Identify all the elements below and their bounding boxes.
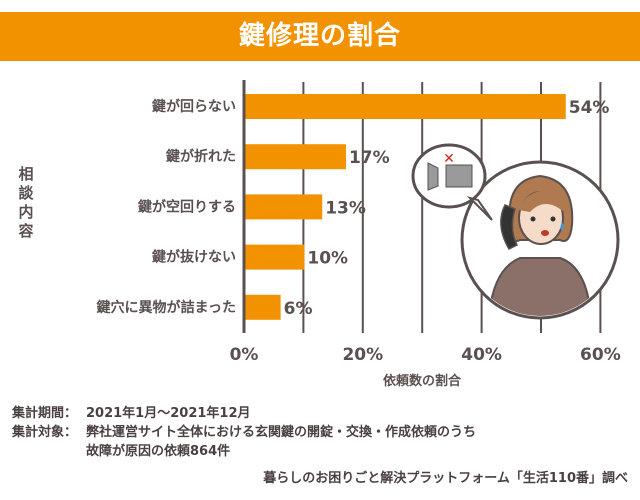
- bar: [245, 194, 323, 220]
- target-value-line1: 弊社運営サイト全体における玄関鍵の開錠・交換・作成依頼のうち: [86, 425, 477, 440]
- period-label: 集計期間：: [12, 406, 78, 421]
- data-label: 6%: [284, 299, 313, 319]
- data-label: 17%: [349, 148, 390, 168]
- notes: 集計期間： 2021年1月～2021年12月 集計対象： 弊社運営サイト全体における…: [12, 404, 476, 461]
- x-tick-label: 0%: [230, 345, 259, 365]
- bar-chart: ✕ 0% 20% 40% 60% 鍵が回らない 54% 鍵が折れた 17% 鍵が空回りする 13%…: [97, 80, 621, 389]
- target-value-line2: 故障が原因の依頼864件: [86, 444, 231, 459]
- bar: [245, 144, 346, 170]
- source-note: 暮らしのお困りごと解決プラットフォーム「生活110番」調べ: [263, 471, 628, 486]
- y-axis-label: 相談内容: [18, 165, 34, 240]
- category-label: 鍵が抜けない: [152, 249, 236, 266]
- chart-title: 鍵修理の割合: [0, 12, 640, 61]
- period-value: 2021年1月～2021年12月: [86, 406, 251, 421]
- category-label: 鍵が折れた: [166, 148, 236, 165]
- woman-on-phone-icon: [460, 160, 620, 320]
- target-label: 集計対象：: [12, 425, 78, 440]
- x-tick-label: 20%: [342, 345, 383, 365]
- category-label: 鍵穴に異物が詰まった: [97, 299, 236, 316]
- red-x-icon: ✕: [443, 151, 455, 167]
- broken-key-icon: [427, 162, 473, 191]
- bar: [245, 294, 281, 320]
- category-label: 鍵が回らない: [152, 98, 236, 115]
- category-label: 鍵が空回りする: [138, 198, 236, 215]
- data-label: 13%: [325, 198, 366, 218]
- speech-bubble: ✕: [411, 143, 493, 221]
- x-tick-label: 40%: [461, 345, 502, 365]
- x-tick-label: 60%: [580, 345, 621, 365]
- bar: [245, 244, 305, 270]
- data-label: 54%: [569, 98, 610, 118]
- bar: [245, 94, 566, 119]
- data-label: 10%: [307, 249, 348, 269]
- x-axis-label: 依頼数の割合: [383, 373, 462, 389]
